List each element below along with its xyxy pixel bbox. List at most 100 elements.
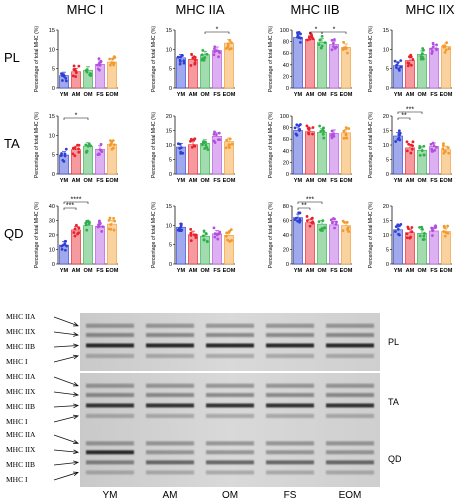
data-point — [305, 124, 309, 128]
data-point — [298, 219, 302, 223]
y-tick-label: 20 — [166, 114, 172, 120]
data-point — [411, 144, 414, 148]
data-point — [72, 64, 76, 68]
y-tick-label: 60 — [283, 51, 289, 57]
data-point — [216, 237, 220, 241]
data-point — [110, 141, 113, 145]
arrow-head — [72, 354, 79, 360]
data-point — [406, 64, 410, 68]
data-point — [216, 138, 220, 142]
data-point — [411, 140, 415, 144]
data-point — [410, 230, 414, 234]
x-tick-label: AM — [189, 268, 198, 274]
significance-bracket — [63, 207, 77, 210]
y-axis-label: Percentage of total MHC (%) — [34, 202, 40, 269]
y-tick-label: 30 — [49, 219, 55, 225]
data-point — [74, 71, 78, 75]
data-point — [108, 63, 112, 67]
protein-band — [206, 343, 254, 348]
data-point — [341, 47, 345, 51]
data-point — [429, 142, 433, 146]
significance-label: * — [75, 113, 78, 120]
data-point — [397, 129, 401, 133]
x-tick-label: FS — [330, 178, 337, 184]
y-tick-label: 0 — [286, 86, 289, 92]
data-point — [394, 225, 398, 229]
protein-band — [146, 353, 194, 358]
data-point — [320, 44, 324, 48]
data-point — [430, 226, 434, 230]
data-point — [446, 224, 450, 228]
protein-band — [146, 460, 194, 465]
data-point — [64, 79, 68, 83]
data-point — [345, 220, 349, 224]
protein-band — [266, 460, 314, 465]
bar-chart: Percentage of total MHC (%) 0 20 40 60 80 YM AM… — [268, 197, 353, 275]
data-point — [64, 248, 67, 252]
data-point — [442, 230, 446, 233]
data-point — [112, 63, 116, 67]
data-point — [293, 126, 297, 130]
protein-band — [86, 323, 134, 328]
protein-band — [266, 343, 314, 348]
protein-band — [206, 323, 254, 328]
data-point — [299, 32, 302, 36]
data-point — [308, 224, 312, 228]
data-point — [218, 51, 222, 54]
data-point — [418, 145, 422, 149]
data-point — [98, 220, 101, 224]
data-point — [109, 227, 113, 231]
protein-band — [266, 333, 314, 338]
data-point — [419, 55, 423, 58]
data-point — [430, 147, 434, 151]
data-point — [112, 143, 116, 147]
data-point — [76, 232, 79, 236]
data-point — [422, 144, 426, 148]
data-point — [228, 47, 232, 51]
lane-label: YM — [103, 490, 118, 500]
arrow-line — [53, 355, 79, 363]
protein-band — [326, 403, 374, 408]
data-point — [204, 143, 208, 147]
data-point — [189, 231, 193, 235]
data-point — [345, 136, 349, 140]
data-point — [205, 52, 209, 56]
data-point — [323, 41, 327, 45]
data-point — [298, 128, 302, 131]
data-point — [226, 238, 229, 242]
data-point — [293, 218, 297, 221]
x-tick-label: OM — [317, 268, 326, 274]
y-tick-label: 0 — [52, 172, 55, 178]
data-point — [431, 45, 435, 49]
y-tick-label: 0 — [169, 86, 172, 92]
significance-bracket — [397, 117, 411, 120]
significance-label: ** — [301, 203, 307, 210]
protein-band — [86, 403, 134, 408]
data-point — [205, 146, 209, 149]
protein-band — [146, 323, 194, 328]
data-point — [60, 152, 63, 155]
blot-panel-label: PL — [388, 337, 399, 347]
protein-band — [146, 441, 194, 446]
mhc-isoform-label: MHC IIX — [6, 445, 36, 454]
data-point — [226, 42, 230, 46]
bar-chart: Percentage of total MHC (%) 0 20 40 60 80 100 Y… — [268, 26, 353, 98]
mhc-isoform-label: MHC I — [6, 475, 28, 484]
y-axis-label: Percentage of total MHC (%) — [368, 26, 374, 93]
data-point — [111, 57, 115, 61]
data-point — [76, 143, 79, 147]
data-point — [214, 133, 218, 136]
data-point — [333, 226, 336, 230]
data-point — [299, 123, 302, 126]
data-point — [89, 74, 93, 77]
data-point — [113, 219, 117, 223]
data-point — [434, 47, 438, 51]
data-point — [212, 53, 216, 57]
significance-label: * — [216, 27, 219, 34]
data-point — [310, 217, 314, 221]
data-point — [61, 158, 65, 162]
mhc-isoform-label: MHC IIX — [6, 387, 36, 396]
y-tick-label: 5 — [169, 158, 172, 164]
data-point — [60, 74, 64, 78]
data-point — [218, 230, 222, 234]
